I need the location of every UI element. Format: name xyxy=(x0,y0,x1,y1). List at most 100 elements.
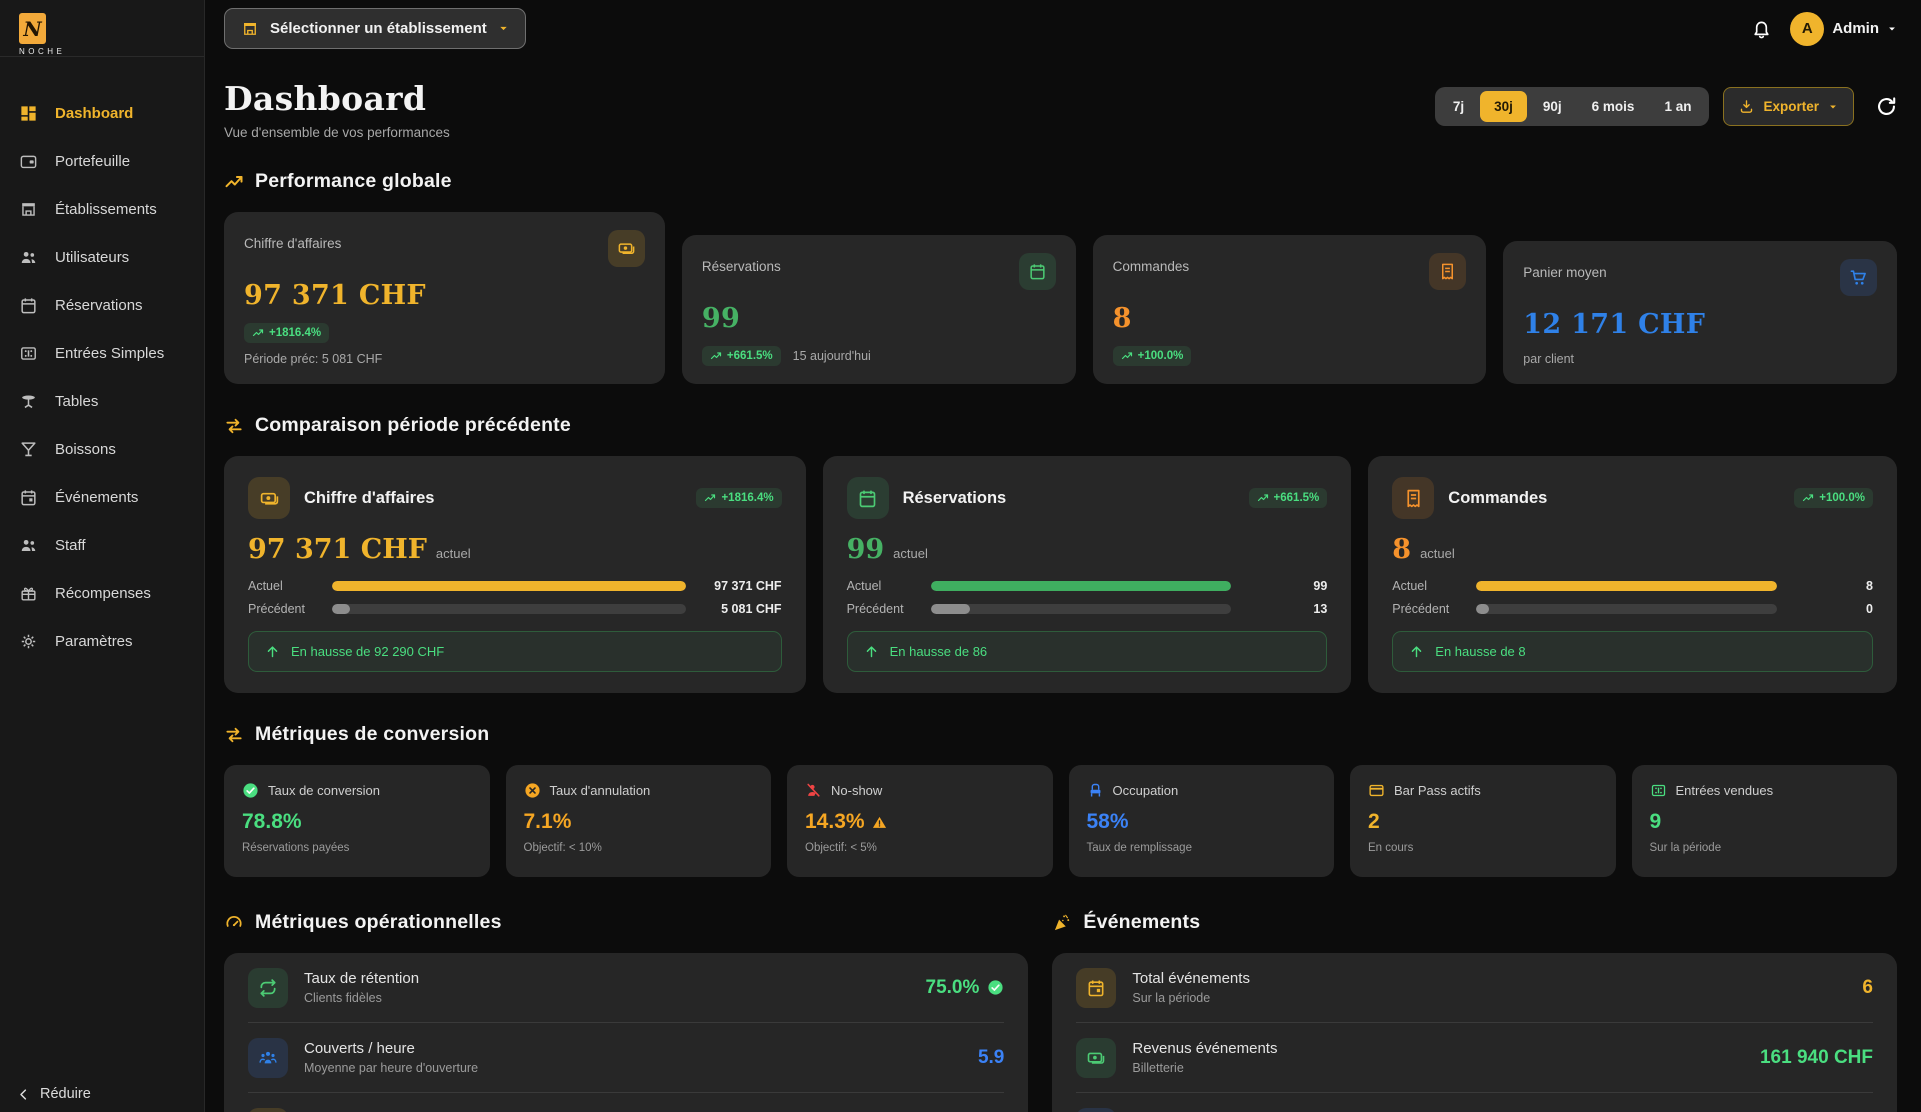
export-button[interactable]: Exporter xyxy=(1723,87,1854,126)
progress-track xyxy=(332,581,686,591)
main-content: Sélectionner un établissement A Admin Da… xyxy=(205,0,1921,1112)
brand-logo-text: NOCHE xyxy=(19,47,66,56)
sidebar-item-parametres[interactable]: Paramètres xyxy=(0,617,204,665)
kpi-label: Réservations xyxy=(701,259,781,274)
operational-column: Métriques opérationnelles Taux de rétent… xyxy=(224,881,1029,1112)
comparison-card-commandes: Commandes +100.0% 8 actuel Actuel 8 Préc… xyxy=(1368,456,1897,693)
progress-row-actuel: Actuel 8 xyxy=(1392,579,1873,593)
sidebar-item-portefeuille[interactable]: Portefeuille xyxy=(0,137,204,185)
metric-icon xyxy=(248,1108,288,1112)
sidebar-item-boissons[interactable]: Boissons xyxy=(0,425,204,473)
sidebar-item-evenements[interactable]: Événements xyxy=(0,473,204,521)
collapse-sidebar-button[interactable]: Réduire xyxy=(16,1086,91,1102)
kpi-card-reservations: Réservations 99 +661.5% 15 aujourd'hui xyxy=(681,235,1076,384)
check-circle-icon xyxy=(242,782,259,799)
sidebar-item-label: Utilisateurs xyxy=(55,248,130,266)
metric-card-taux-annulation: Taux d'annulation 7.1% Objectif: < 10% xyxy=(505,765,771,877)
group-icon xyxy=(248,1037,288,1078)
cocktail-icon xyxy=(19,440,38,459)
sidebar-item-recompenses[interactable]: Récompenses xyxy=(0,569,204,617)
notifications-bell-icon[interactable] xyxy=(1751,18,1772,39)
trending-up-icon xyxy=(224,172,244,192)
metric-card-occupation: Occupation 58% Taux de remplissage xyxy=(1068,765,1334,877)
dashboard-icon xyxy=(19,104,38,123)
chevron-down-icon xyxy=(1887,24,1897,34)
swap-arrows-icon xyxy=(224,725,244,745)
kpi-note: Période préc: 5 081 CHF xyxy=(244,352,383,366)
progress-row-precedent: Précédent 0 xyxy=(1392,602,1873,616)
establishment-selector[interactable]: Sélectionner un établissement xyxy=(224,8,526,49)
brand-logo[interactable]: N NOCHE xyxy=(0,0,204,57)
user-menu[interactable]: A Admin xyxy=(1790,11,1897,46)
range-30j[interactable]: 30j xyxy=(1480,91,1527,122)
trending-up-icon xyxy=(1802,492,1814,504)
gear-icon xyxy=(19,632,38,651)
kpi-value: 99 xyxy=(701,303,741,334)
sidebar-item-label: Événements xyxy=(55,488,139,506)
calendar-icon xyxy=(1018,253,1056,290)
row-value: 5.9 xyxy=(977,1046,1005,1068)
progress-track xyxy=(930,604,1232,614)
sidebar-item-reservations[interactable]: Réservations xyxy=(0,281,204,329)
sidebar-item-entrees-simples[interactable]: Entrées Simples xyxy=(0,329,204,377)
progress-fill xyxy=(332,581,686,591)
kpi-note: par client xyxy=(1523,352,1575,366)
repeat-icon xyxy=(248,967,288,1008)
sidebar-item-label: Dashboard xyxy=(55,104,134,122)
metric-value: 9 xyxy=(1649,810,1662,833)
brand-logo-mark: N xyxy=(19,13,46,44)
users-icon xyxy=(19,248,38,267)
metric-note: Objectif: < 10% xyxy=(523,842,602,854)
sidebar-item-dashboard[interactable]: Dashboard xyxy=(0,89,204,137)
download-icon xyxy=(1739,99,1754,114)
metric-card-entrees-vendues: Entrées vendues 9 Sur la période xyxy=(1631,765,1897,877)
sidebar-item-label: Portefeuille xyxy=(55,152,131,170)
trending-up-icon xyxy=(252,327,264,339)
x-circle-icon xyxy=(524,782,541,799)
metric-card-bar-pass: Bar Pass actifs 2 En cours xyxy=(1350,765,1616,877)
progress-fill xyxy=(1476,581,1777,591)
range-6mois[interactable]: 6 mois xyxy=(1578,91,1649,122)
chair-icon xyxy=(1087,782,1104,799)
list-item-clipped xyxy=(248,1093,1004,1112)
metric-value: 78.8% xyxy=(242,810,302,833)
kpi-note: 15 aujourd'hui xyxy=(792,349,871,363)
gift-icon xyxy=(19,584,38,603)
section-title: Métriques opérationnelles xyxy=(255,911,502,933)
row-value: 161 940 CHF xyxy=(1759,1046,1873,1068)
sidebar-item-utilisateurs[interactable]: Utilisateurs xyxy=(0,233,204,281)
range-7j[interactable]: 7j xyxy=(1439,91,1478,122)
list-item-clipped xyxy=(1076,1093,1873,1112)
row-sublabel: Clients fidèles xyxy=(304,991,382,1005)
card-title: Réservations xyxy=(902,488,1007,507)
kpi-label: Panier moyen xyxy=(1523,265,1607,280)
sidebar-item-tables[interactable]: Tables xyxy=(0,377,204,425)
conversion-grid: Taux de conversion 78.8% Réservations pa… xyxy=(224,765,1897,877)
list-item-revenus-evenements: Revenus événements Billetterie 161 940 C… xyxy=(1076,1023,1873,1093)
metric-note: En cours xyxy=(1368,842,1414,854)
arrow-up-icon xyxy=(1409,644,1424,659)
range-1an[interactable]: 1 an xyxy=(1650,91,1705,122)
sidebar-item-label: Établissements xyxy=(55,200,157,218)
sidebar-item-staff[interactable]: Staff xyxy=(0,521,204,569)
section-title: Métriques de conversion xyxy=(255,723,490,745)
refresh-icon[interactable] xyxy=(1876,96,1897,117)
section-performance-globale: Performance globale xyxy=(224,170,1897,193)
row-label: Total événements xyxy=(1132,970,1250,987)
range-90j[interactable]: 90j xyxy=(1529,91,1576,122)
establishment-selector-label: Sélectionner un établissement xyxy=(270,20,487,37)
card-title: Chiffre d'affaires xyxy=(304,488,435,507)
section-operationnelles: Métriques opérationnelles xyxy=(224,911,1028,934)
metric-note: Réservations payées xyxy=(242,842,350,854)
row-value: 75.0% xyxy=(926,977,1005,999)
kpi-label: Chiffre d'affaires xyxy=(244,236,342,251)
warning-icon xyxy=(872,815,887,830)
sidebar-item-etablissements[interactable]: Établissements xyxy=(0,185,204,233)
trend-badge: +1816.4% xyxy=(696,488,782,508)
increase-banner: En hausse de 92 290 CHF xyxy=(248,631,782,672)
kpi-grid: Chiffre d'affaires 97 371 CHF +1816.4% P… xyxy=(224,212,1897,384)
kpi-card-panier-moyen: Panier moyen 12 171 CHF par client xyxy=(1503,241,1897,384)
metric-note: Sur la période xyxy=(1649,842,1722,854)
sidebar-item-label: Tables xyxy=(55,392,99,410)
calendar-event-icon xyxy=(19,488,38,507)
